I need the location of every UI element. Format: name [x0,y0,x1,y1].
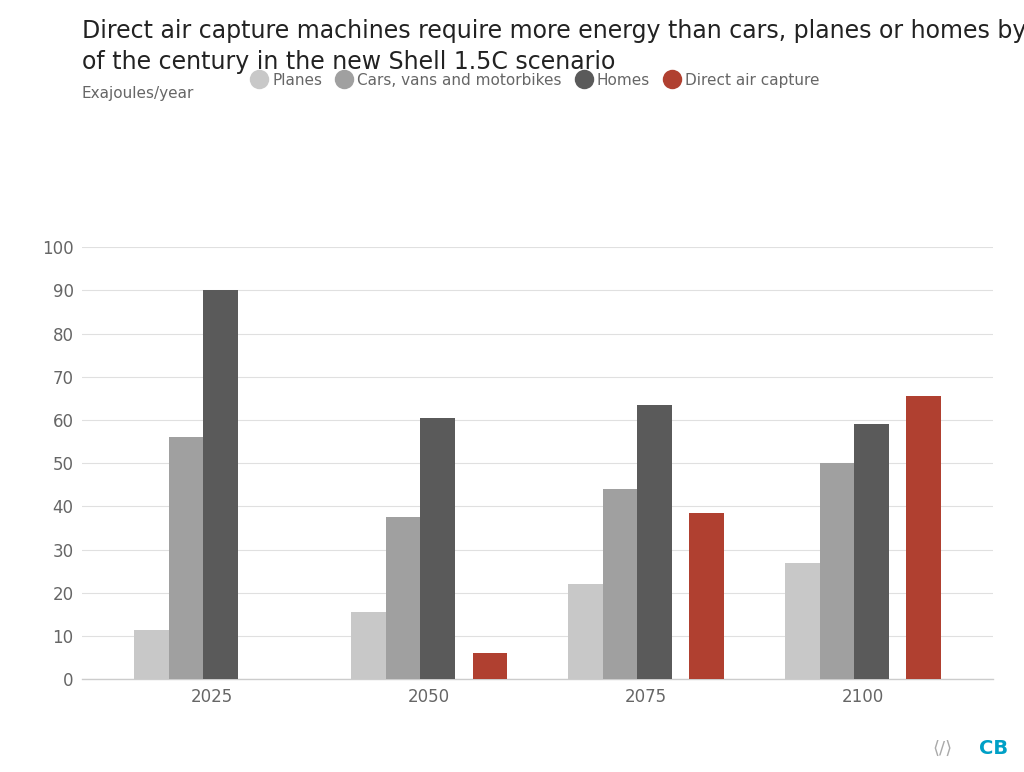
Bar [386,517,421,679]
Text: Direct air capture machines require more energy than cars, planes or homes by th: Direct air capture machines require more… [82,19,1024,43]
Text: of the century in the new Shell 1.5C scenario: of the century in the new Shell 1.5C sce… [82,50,615,74]
Bar [351,612,386,679]
Bar [472,653,507,679]
Text: Exajoules/year: Exajoules/year [82,86,195,101]
Bar [568,584,603,679]
Bar [906,396,941,679]
Bar [169,437,204,679]
Bar [421,418,455,679]
Bar [134,630,169,679]
Bar [785,563,819,679]
Bar [204,290,239,679]
Legend: Planes, Cars, vans and motorbikes, Homes, Direct air capture: Planes, Cars, vans and motorbikes, Homes… [255,73,820,88]
Bar [603,489,637,679]
Text: ⟨/⟩: ⟨/⟩ [932,740,952,758]
Bar [819,463,854,679]
Bar [637,405,672,679]
Bar [689,513,724,679]
Bar [854,425,889,679]
Text: CB: CB [979,740,1008,758]
